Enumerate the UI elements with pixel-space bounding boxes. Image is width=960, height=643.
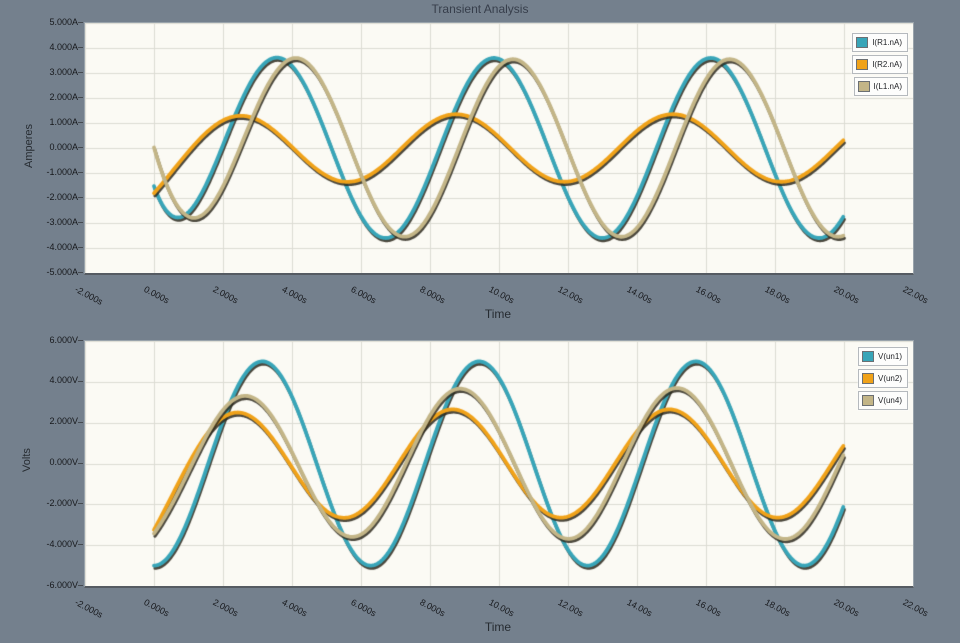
x-tick-label: 18.00s (763, 597, 792, 619)
x-tick-label: 18.00s (763, 284, 792, 306)
legend-item-i-r1-na-[interactable]: I(R1.nA) (852, 33, 908, 52)
y-tick-label: 3.000A (49, 66, 78, 77)
y-tick-label: -5.000A (46, 266, 78, 277)
time-axis-title-top: Time (484, 307, 512, 321)
x-tick-label: 4.000s (280, 597, 309, 619)
volts-plot-canvas[interactable] (85, 341, 913, 586)
y-tick-label: 2.000A (49, 91, 78, 102)
y-tick-mark (78, 421, 83, 423)
legend-color-swatch (856, 37, 869, 48)
legend-color-swatch (861, 351, 874, 362)
y-tick-mark (78, 272, 83, 273)
x-tick-label: 14.00s (625, 597, 654, 619)
x-tick-label: 14.00s (625, 284, 654, 306)
x-tick-label: 12.00s (556, 284, 585, 306)
y-tick-mark (78, 380, 83, 382)
legend-label: V(un2) (877, 374, 902, 383)
page-title: Transient Analysis (431, 2, 529, 16)
legend-color-swatch (861, 373, 874, 384)
y-tick-label: 6.000V (49, 334, 78, 345)
legend-item-i-l1-na-[interactable]: I(L1.nA) (853, 77, 908, 96)
x-tick-label: 10.00s (487, 284, 516, 306)
legend-item-i-r2-na-[interactable]: I(R2.nA) (852, 55, 908, 74)
y-tick-label: -1.000A (46, 166, 78, 177)
y-tick-mark (78, 197, 83, 198)
volts-plot-area[interactable] (84, 340, 914, 588)
x-tick-label: 8.000s (418, 284, 447, 306)
y-tick-label: 0.000A (49, 141, 78, 152)
x-tick-label: 4.000s (280, 284, 309, 306)
legend-label: I(R2.nA) (872, 60, 902, 69)
y-tick-mark (78, 544, 83, 546)
y-tick-label: -4.000V (46, 538, 78, 549)
y-tick-label: -6.000V (46, 579, 78, 590)
y-tick-mark (78, 247, 83, 248)
x-tick-label: 2.000s (211, 284, 240, 306)
y-tick-mark (78, 340, 83, 341)
x-tick-label: -2.000s (73, 284, 105, 307)
legend-item-v-un2-[interactable]: V(un2) (857, 369, 908, 388)
y-tick-label: 0.000V (49, 457, 78, 467)
y-tick-label: 4.000V (49, 375, 78, 386)
x-tick-label: 22.00s (901, 597, 930, 619)
legend-label: V(un1) (877, 352, 902, 361)
x-tick-label: 10.00s (487, 597, 516, 619)
x-tick-label: -2.000s (73, 597, 105, 620)
y-tick-mark (78, 72, 83, 73)
legend-item-v-un4-[interactable]: V(un4) (857, 391, 908, 410)
x-tick-label: 6.000s (349, 597, 378, 619)
y-tick-mark (78, 147, 83, 148)
y-tick-label: -3.000A (46, 216, 78, 227)
x-tick-label: 0.000s (142, 597, 171, 619)
y-tick-mark (78, 222, 83, 223)
legend-label: V(un4) (877, 396, 902, 405)
amperes-plot-area[interactable] (84, 22, 914, 275)
legend-color-swatch (861, 395, 874, 406)
legend-label: I(L1.nA) (873, 82, 902, 91)
y-tick-mark (78, 172, 83, 173)
x-tick-label: 6.000s (349, 284, 378, 306)
x-tick-label: 8.000s (418, 597, 447, 619)
x-tick-label: 2.000s (211, 597, 240, 619)
time-axis-title-bottom: Time (484, 620, 512, 634)
y-tick-mark (78, 97, 83, 98)
y-tick-mark (78, 47, 83, 48)
y-tick-label: -2.000A (46, 191, 78, 202)
legend-color-swatch (856, 59, 869, 70)
y-tick-label: 1.000A (49, 116, 78, 127)
y-tick-label: 2.000V (49, 416, 78, 427)
legend-item-v-un1-[interactable]: V(un1) (857, 347, 908, 366)
x-tick-label: 16.00s (694, 597, 723, 619)
legend-color-swatch (857, 81, 870, 92)
x-tick-label: 16.00s (694, 284, 723, 306)
legend-label: I(R1.nA) (872, 38, 902, 47)
x-tick-label: 22.00s (901, 284, 930, 306)
x-tick-label: 20.00s (832, 597, 861, 619)
y-tick-mark (78, 22, 83, 23)
y-tick-label: -4.000A (46, 241, 78, 252)
y-tick-mark (78, 122, 83, 123)
x-tick-label: 0.000s (142, 284, 171, 306)
y-tick-label: 5.000A (49, 16, 78, 27)
x-tick-label: 12.00s (556, 597, 585, 619)
x-tick-label: 20.00s (832, 284, 861, 306)
amperes-plot-canvas[interactable] (85, 23, 913, 273)
y-tick-label: -2.000V (46, 497, 78, 508)
y-tick-mark (78, 585, 83, 586)
y-tick-mark (78, 462, 83, 464)
y-tick-mark (78, 503, 83, 505)
y-tick-label: 4.000A (49, 41, 78, 52)
